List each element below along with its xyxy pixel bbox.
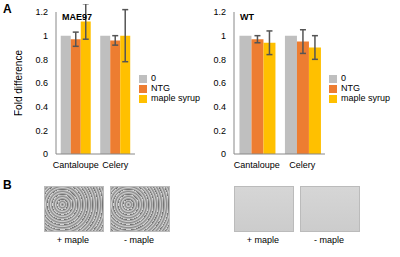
svg-text:Celery: Celery: [289, 160, 316, 170]
svg-text:0: 0: [43, 149, 48, 159]
svg-text:0: 0: [221, 149, 226, 159]
html-text:+ maple: + maple: [246, 235, 280, 245]
svg-text:Celery: Celery: [102, 160, 129, 170]
svg-text:Cantaloupe: Cantaloupe: [53, 160, 99, 170]
svg-text:0.2: 0.2: [35, 126, 48, 136]
svg-text:0.2: 0.2: [213, 126, 226, 136]
html-text:maple syrup: maple syrup: [151, 93, 200, 103]
svg-text:1: 1: [221, 31, 226, 41]
svg-text:0.6: 0.6: [213, 78, 226, 88]
html-text:MAE97: MAE97: [62, 12, 92, 22]
html-text:maple syrup: maple syrup: [341, 93, 390, 103]
svg-text:0.6: 0.6: [35, 78, 48, 88]
svg-text:0.8: 0.8: [35, 55, 48, 65]
html-text:A: A: [3, 2, 12, 16]
svg-text:0.4: 0.4: [213, 102, 226, 112]
svg-text:Fold difference: Fold difference: [14, 50, 24, 116]
html-text:NTG: NTG: [341, 83, 360, 93]
svg-text:1: 1: [43, 31, 48, 41]
svg-text:Cantaloupe: Cantaloupe: [234, 160, 280, 170]
html-text:+ maple: + maple: [56, 235, 90, 245]
html-text:0: 0: [151, 73, 156, 83]
html-text:- maple: - maple: [314, 235, 344, 245]
html-text:B: B: [3, 178, 12, 192]
svg-text:0.4: 0.4: [35, 102, 48, 112]
svg-text:0.8: 0.8: [213, 55, 226, 65]
html-text:0: 0: [341, 73, 346, 83]
html-text:NTG: NTG: [151, 83, 170, 93]
html-text:- maple: - maple: [124, 235, 154, 245]
svg-text:1.2: 1.2: [213, 7, 226, 17]
html-text:WT: WT: [240, 12, 254, 22]
svg-text:1.2: 1.2: [35, 7, 48, 17]
